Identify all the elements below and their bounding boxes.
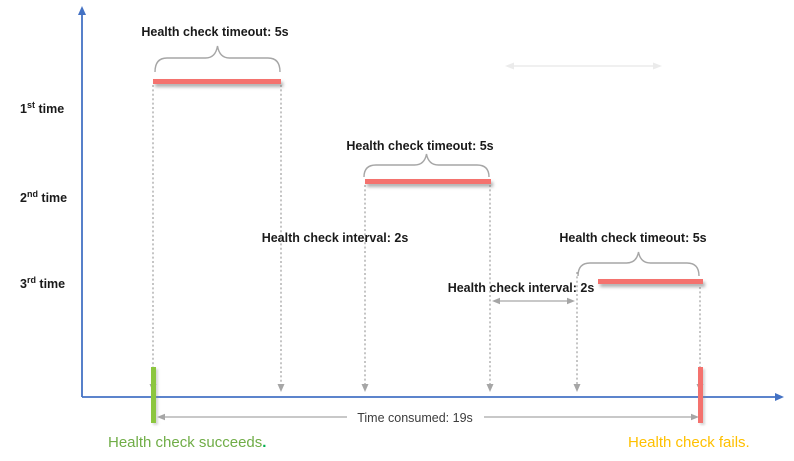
row-label-3rd-time: 3rd time — [20, 275, 65, 291]
timeout-brace-3 — [577, 251, 700, 277]
success-tick — [151, 367, 156, 423]
time-consumed-label: Time consumed: 19s — [352, 411, 478, 425]
row-1-sup: st — [26, 100, 35, 110]
row-2-rest: time — [37, 191, 68, 206]
row-3-num: 3 — [20, 277, 27, 292]
timeout-brace-1 — [154, 45, 281, 73]
row-2-num: 2 — [20, 191, 27, 206]
dashed-arrow-bar2-start — [361, 185, 369, 392]
timeout-label-3: Health check timeout: 5s — [559, 231, 707, 245]
timeout-brace-2 — [363, 153, 490, 178]
row-label-1st-time: 1st time — [20, 100, 64, 116]
timeout-label-1: Health check timeout: 5s — [141, 25, 289, 39]
row-3-rest: time — [35, 277, 66, 292]
timeout-bar-3 — [598, 279, 703, 284]
fail-tick — [698, 367, 703, 423]
interval-label-1: Health check interval: 2s — [261, 231, 409, 245]
success-label: Health check succeeds. — [108, 434, 266, 451]
row-label-2nd-time: 2nd time — [20, 189, 67, 205]
row-2-sup: nd — [26, 189, 38, 199]
x-axis — [82, 393, 784, 401]
row-3-sup: rd — [26, 275, 36, 285]
dashed-arrow-bar2-end — [486, 185, 494, 392]
dashed-arrow-bar1-end — [277, 85, 285, 392]
dashed-arrow-interval2-end — [573, 272, 581, 392]
y-axis — [78, 6, 86, 397]
timeout-label-2: Health check timeout: 5s — [346, 139, 494, 153]
timeout-bar-2 — [365, 179, 491, 184]
success-period: . — [262, 434, 267, 451]
row-1-rest: time — [34, 102, 65, 117]
dashed-arrow-bar1-start — [149, 85, 157, 392]
interval2-arrow — [492, 297, 575, 305]
fail-label: Health check fails. — [628, 434, 750, 451]
success-text: Health check succeeds — [108, 434, 263, 451]
faint-double-arrow — [505, 62, 662, 70]
timeout-bar-1 — [153, 79, 281, 84]
row-1-num: 1 — [20, 102, 27, 117]
interval-label-2: Health check interval: 2s — [447, 281, 595, 295]
time-consumed-arrow — [157, 413, 699, 421]
